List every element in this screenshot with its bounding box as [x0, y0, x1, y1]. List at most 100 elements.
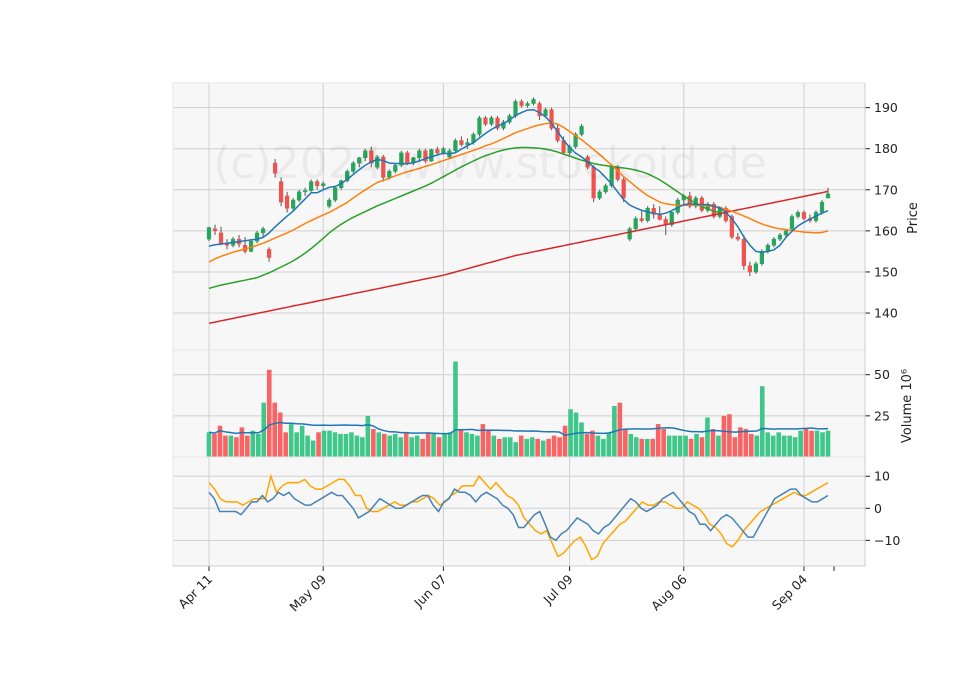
volume-bar	[272, 402, 278, 457]
volume-bar	[392, 433, 398, 457]
volume-bar	[398, 437, 404, 457]
volume-bar	[239, 427, 245, 457]
volume-bar	[387, 435, 393, 457]
volume-bar	[475, 435, 480, 457]
volume-bar	[803, 429, 809, 457]
volume-bar	[497, 438, 502, 457]
price-y-tick-label: 180	[874, 141, 898, 156]
volume-bar	[277, 412, 283, 457]
volume-bar	[699, 437, 705, 457]
oscillator-y-tick-label: 10	[874, 469, 890, 484]
volume-bar	[579, 422, 584, 457]
volume-bar	[491, 435, 497, 457]
watermark-text: (c)2024 www.stockoid.de	[213, 138, 767, 189]
volume-bar	[464, 432, 469, 457]
candle-body	[777, 234, 783, 240]
volume-bar	[568, 409, 573, 457]
candle-body	[633, 218, 638, 230]
volume-bar	[343, 433, 349, 457]
volume-bar	[354, 435, 360, 457]
volume-bar	[584, 433, 590, 457]
volume-bar	[721, 415, 727, 457]
volume-bar	[743, 429, 749, 457]
volume-bar	[546, 438, 551, 457]
volume-bar	[666, 435, 672, 457]
candle-body	[291, 199, 296, 209]
volume-bar	[540, 440, 546, 457]
volume-bar	[250, 430, 256, 457]
candle-body	[435, 149, 440, 154]
candle-body	[771, 238, 777, 246]
volume-bar	[299, 425, 305, 457]
candle-body	[266, 249, 272, 258]
candle-body	[573, 134, 578, 147]
volume-ma-line	[208, 421, 829, 437]
volume-axis-title: Volume 10⁶	[900, 369, 915, 443]
volume-bar	[338, 433, 343, 457]
candle-body	[783, 230, 789, 236]
candle-body	[254, 232, 260, 242]
volume-bar	[442, 433, 447, 457]
volume-bar	[212, 433, 217, 457]
candle-body	[549, 109, 554, 129]
volume-bar	[436, 437, 442, 457]
volume-bar	[305, 435, 310, 457]
volume-bar	[776, 432, 781, 457]
candle-body	[315, 181, 320, 186]
volume-bar	[705, 417, 710, 457]
volume-bar	[349, 432, 354, 457]
volume-bar	[759, 386, 765, 457]
volume-bar	[551, 435, 557, 457]
oscillator-panel-background	[173, 457, 865, 566]
volume-bar	[590, 430, 595, 457]
volume-bar	[502, 437, 508, 457]
candle-body	[651, 208, 656, 215]
candle-body	[609, 166, 614, 186]
candle-body	[753, 263, 758, 273]
candle-body	[327, 199, 332, 207]
volume-bar	[469, 433, 475, 457]
candle-body	[603, 185, 608, 193]
candle-body	[369, 150, 374, 164]
candle-body	[819, 201, 825, 213]
candle-body	[363, 150, 368, 159]
candle-body	[393, 164, 398, 172]
volume-bar	[601, 438, 606, 457]
volume-bar	[781, 435, 787, 457]
volume-bar	[316, 432, 321, 457]
candle-body	[279, 181, 284, 203]
candle-body	[597, 191, 602, 199]
ma-200-line	[208, 190, 829, 325]
volume-bar	[633, 437, 639, 457]
x-tick-label: Sep 04	[769, 571, 810, 612]
volume-bar	[365, 415, 371, 457]
volume-bar	[288, 424, 294, 457]
volume-bar	[332, 432, 338, 457]
volume-bar	[409, 437, 414, 457]
candle-body	[417, 150, 422, 159]
volume-bar	[623, 429, 628, 457]
candle-body	[423, 150, 428, 162]
ma-long-line	[208, 146, 720, 290]
volume-bar	[562, 425, 568, 457]
candle-body	[645, 208, 650, 221]
candle-body	[285, 195, 290, 209]
candle-body	[309, 181, 314, 191]
volume-bar	[431, 433, 436, 457]
volume-bar	[650, 438, 656, 457]
volume-bar	[453, 361, 458, 457]
candle-body	[525, 103, 530, 106]
candle-body	[453, 140, 458, 152]
volume-bar	[644, 438, 650, 457]
candle-body	[729, 216, 734, 238]
x-tick-label: Jun 07	[410, 572, 449, 611]
volume-bar	[814, 430, 820, 457]
candle-body	[303, 190, 308, 193]
oscillator-y-tick-label: 0	[874, 501, 882, 516]
volume-bar	[628, 433, 634, 457]
price-y-tick-label: 140	[874, 306, 898, 321]
volume-bar	[606, 432, 612, 457]
volume-bar	[732, 437, 738, 457]
volume-bar	[513, 442, 519, 457]
candle-body	[297, 191, 302, 201]
